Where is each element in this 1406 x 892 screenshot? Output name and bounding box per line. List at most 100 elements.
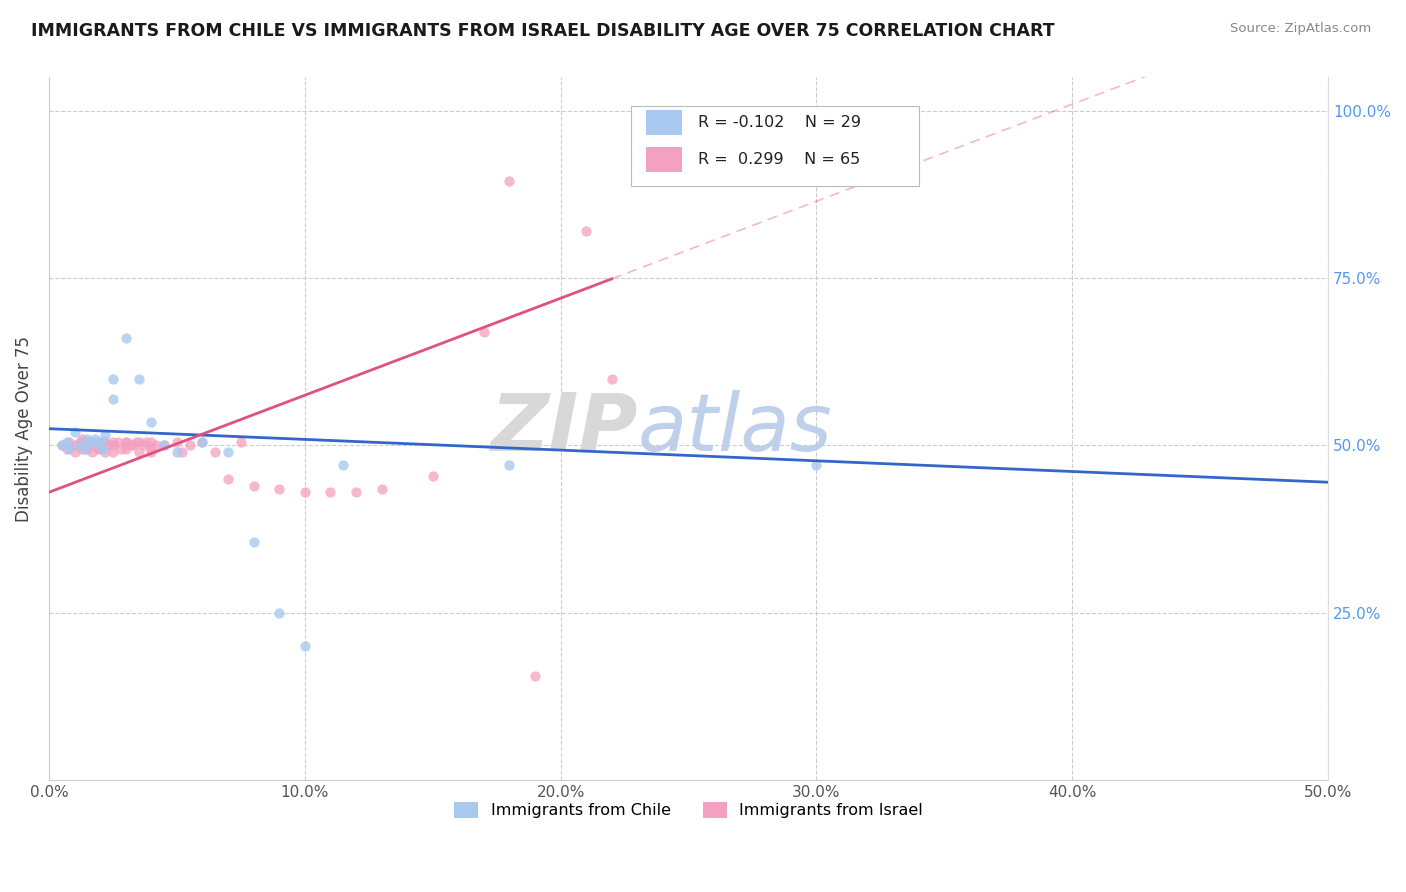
- Point: [89, 438, 111, 452]
- Point: [84, 432, 107, 446]
- Point: [76, 438, 98, 452]
- Point: [242, 478, 264, 492]
- Point: [89, 442, 111, 456]
- Point: [79, 435, 101, 450]
- Point: [56, 442, 79, 456]
- Point: [806, 458, 828, 473]
- Point: [82, 445, 104, 459]
- Point: [91, 435, 114, 450]
- Point: [110, 442, 132, 456]
- Point: [70, 432, 93, 446]
- Point: [94, 445, 117, 459]
- Point: [70, 442, 93, 456]
- Point: [97, 438, 120, 452]
- Point: [63, 425, 86, 439]
- Point: [73, 438, 96, 452]
- Point: [89, 435, 111, 450]
- Point: [344, 485, 367, 500]
- Point: [73, 442, 96, 456]
- Point: [370, 482, 392, 496]
- Point: [51, 438, 73, 452]
- Point: [89, 438, 111, 452]
- Point: [76, 432, 98, 446]
- Point: [191, 435, 214, 450]
- Point: [51, 438, 73, 452]
- Point: [332, 458, 354, 473]
- Point: [69, 435, 91, 450]
- Point: [166, 445, 188, 459]
- Point: [141, 445, 163, 459]
- Point: [128, 435, 150, 450]
- Text: atlas: atlas: [637, 390, 832, 467]
- Point: [56, 435, 79, 450]
- Point: [114, 435, 136, 450]
- Point: [114, 438, 136, 452]
- Point: [76, 435, 98, 450]
- Point: [141, 415, 163, 429]
- Point: [600, 371, 623, 385]
- Point: [101, 371, 124, 385]
- Point: [575, 224, 598, 238]
- Point: [128, 371, 150, 385]
- Text: R = -0.102    N = 29: R = -0.102 N = 29: [697, 115, 860, 130]
- Point: [63, 438, 86, 452]
- Text: R =  0.299    N = 65: R = 0.299 N = 65: [697, 153, 859, 167]
- Text: Source: ZipAtlas.com: Source: ZipAtlas.com: [1230, 22, 1371, 36]
- Point: [191, 435, 214, 450]
- Point: [135, 435, 157, 450]
- Point: [84, 438, 107, 452]
- Point: [145, 438, 167, 452]
- Point: [217, 472, 239, 486]
- Point: [120, 438, 142, 452]
- Point: [114, 442, 136, 456]
- Point: [128, 445, 150, 459]
- Point: [101, 445, 124, 459]
- Y-axis label: Disability Age Over 75: Disability Age Over 75: [15, 335, 32, 522]
- Point: [269, 606, 291, 620]
- Point: [294, 485, 316, 500]
- Point: [94, 428, 117, 442]
- Point: [269, 482, 291, 496]
- Point: [217, 445, 239, 459]
- Text: ZIP: ZIP: [491, 390, 637, 467]
- Point: [141, 435, 163, 450]
- Point: [84, 435, 107, 450]
- Point: [498, 458, 520, 473]
- Point: [58, 442, 80, 456]
- Point: [422, 468, 444, 483]
- Point: [132, 438, 155, 452]
- Point: [114, 331, 136, 345]
- Point: [101, 392, 124, 406]
- Point: [122, 438, 145, 452]
- Point: [107, 435, 129, 450]
- Bar: [647, 147, 682, 172]
- Legend: Immigrants from Chile, Immigrants from Israel: Immigrants from Chile, Immigrants from I…: [447, 796, 929, 825]
- Point: [524, 669, 547, 683]
- Point: [84, 435, 107, 450]
- Point: [498, 174, 520, 188]
- Point: [89, 438, 111, 452]
- Point: [141, 442, 163, 456]
- Point: [58, 435, 80, 450]
- Point: [319, 485, 342, 500]
- Point: [170, 445, 193, 459]
- Point: [89, 435, 111, 450]
- Bar: [647, 110, 682, 135]
- FancyBboxPatch shape: [631, 105, 918, 186]
- Point: [69, 438, 91, 452]
- Point: [153, 438, 176, 452]
- Text: IMMIGRANTS FROM CHILE VS IMMIGRANTS FROM ISRAEL DISABILITY AGE OVER 75 CORRELATI: IMMIGRANTS FROM CHILE VS IMMIGRANTS FROM…: [31, 22, 1054, 40]
- Point: [472, 325, 495, 339]
- Point: [294, 639, 316, 653]
- Point: [63, 445, 86, 459]
- Point: [125, 435, 148, 450]
- Point: [101, 435, 124, 450]
- Point: [101, 438, 124, 452]
- Point: [204, 445, 226, 459]
- Point: [166, 435, 188, 450]
- Point: [114, 435, 136, 450]
- Point: [153, 438, 176, 452]
- Point: [179, 438, 201, 452]
- Point: [94, 435, 117, 450]
- Point: [86, 442, 108, 456]
